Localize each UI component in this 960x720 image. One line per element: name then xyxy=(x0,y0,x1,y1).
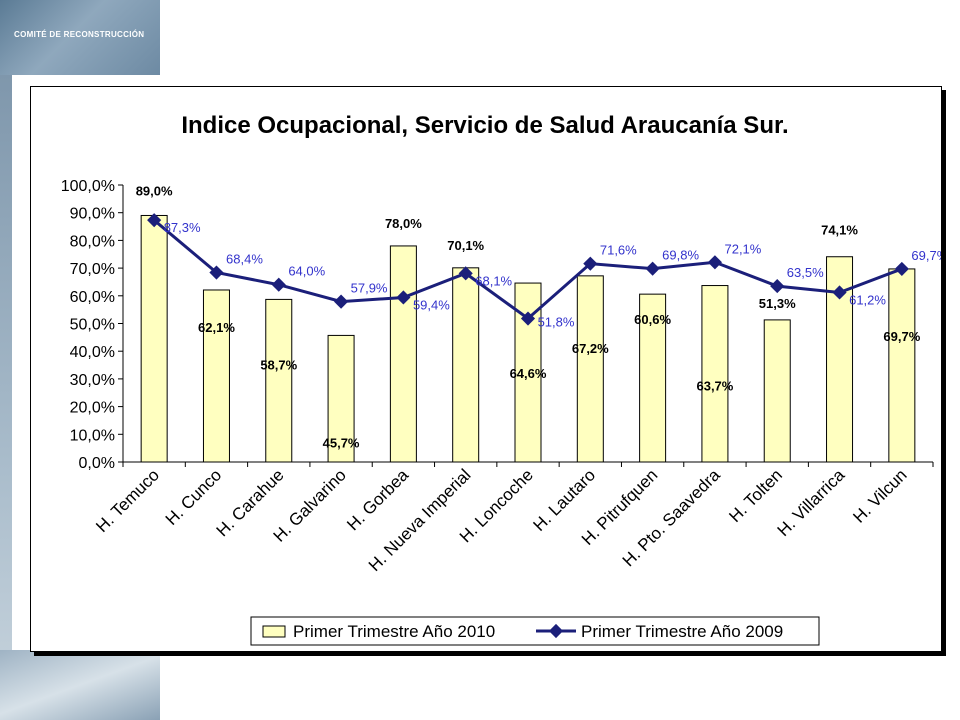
chart: Indice Ocupacional, Servicio de Salud Ar… xyxy=(61,112,941,646)
line-data-label: 69,8% xyxy=(662,248,699,263)
line-point xyxy=(583,256,598,271)
bar-data-label: 78,0% xyxy=(385,216,422,231)
line-point xyxy=(334,294,349,309)
axes: 0,0% 10,0% 20,0% 30,0% 40,0% 50,0% 60,0% 70,0% 8… xyxy=(61,178,934,575)
legend-bar-swatch xyxy=(262,625,286,638)
x-tick-label: H. Vilcun xyxy=(849,465,910,526)
line-point xyxy=(832,285,847,300)
y-tick-label: 20,0% xyxy=(70,400,115,417)
bar xyxy=(576,275,604,463)
line-data-label: 57,9% xyxy=(351,281,388,296)
x-tick-label: H. Cunco xyxy=(162,465,226,529)
legend-line-marker xyxy=(548,623,564,639)
bar xyxy=(763,319,791,463)
line-data-label: 63,5% xyxy=(787,265,824,280)
bar-data-label: 45,7% xyxy=(323,435,360,450)
line-point xyxy=(770,279,785,294)
header-background: COMITÉ DE RECONSTRUCCIÓN xyxy=(0,0,160,75)
data-labels: 89,0% 62,1% 58,7% 45,7% 78,0% 70,1% 64,6% 67,2%… xyxy=(136,183,941,450)
bar xyxy=(265,298,293,463)
bar xyxy=(888,268,916,463)
y-tick-label: 60,0% xyxy=(70,289,115,306)
legend-box xyxy=(250,616,820,646)
line-data-label: 59,4% xyxy=(413,297,450,312)
bar-data-label: 89,0% xyxy=(136,183,173,198)
chart-title: Indice Ocupacional, Servicio de Salud Ar… xyxy=(181,112,788,139)
bar-data-label: 58,7% xyxy=(260,357,297,372)
line-data-label: 61,2% xyxy=(849,292,886,307)
chart-frame: Indice Ocupacional, Servicio de Salud Ar… xyxy=(30,86,942,652)
bar-data-label: 67,2% xyxy=(572,341,609,356)
line-data-label: 69,7% xyxy=(911,248,941,263)
line-point xyxy=(147,213,162,228)
bar-data-label: 70,1% xyxy=(447,238,484,253)
y-tick-label: 40,0% xyxy=(70,344,115,361)
line-data-label: 87,3% xyxy=(164,220,201,235)
line-point xyxy=(894,261,909,277)
bar xyxy=(202,289,230,463)
legend-label-2010: Primer Trimestre Año 2010 xyxy=(293,622,495,641)
line-point xyxy=(645,261,660,276)
line-data-label: 64,0% xyxy=(288,264,325,279)
x-tick-label: H. Temuco xyxy=(92,465,163,536)
bar xyxy=(452,267,480,463)
org-label: COMITÉ DE RECONSTRUCCIÓN xyxy=(14,30,145,39)
line-point xyxy=(707,255,722,270)
x-tick-label: H. Villarrica xyxy=(774,465,849,540)
line-data-label: 68,4% xyxy=(226,252,263,267)
x-tick-label: H. Tolten xyxy=(725,465,786,526)
line-point xyxy=(209,265,224,280)
line-point xyxy=(520,311,536,326)
bottom-decorative-image xyxy=(0,650,160,720)
line-data-label: 68,1% xyxy=(475,273,512,288)
legend-label-2009: Primer Trimestre Año 2009 xyxy=(581,622,783,641)
bar-data-label: 64,6% xyxy=(510,366,547,381)
y-tick-label: 70,0% xyxy=(70,261,115,278)
y-tick-label: 50,0% xyxy=(70,317,115,334)
bar-data-label: 74,1% xyxy=(821,223,858,238)
bar-data-label: 63,7% xyxy=(696,379,733,394)
y-tick-label: 10,0% xyxy=(70,427,115,444)
bar xyxy=(701,285,729,463)
bar xyxy=(140,214,168,463)
y-tick-label: 90,0% xyxy=(70,206,115,223)
bar xyxy=(327,334,355,463)
y-tick-label: 0,0% xyxy=(79,455,115,472)
line-point xyxy=(458,266,473,281)
line-point xyxy=(271,277,286,292)
bar-data-label: 60,6% xyxy=(634,312,671,327)
legend: Primer Trimestre Año 2010 Primer Trimestr… xyxy=(250,616,820,646)
y-tick-label: 100,0% xyxy=(61,178,115,195)
bar-data-label: 69,7% xyxy=(883,329,920,344)
line-point xyxy=(396,290,411,305)
line-data-label: 71,6% xyxy=(600,243,637,258)
bar-data-label: 62,1% xyxy=(198,320,235,335)
bar-series xyxy=(140,214,916,463)
left-decorative-bar xyxy=(0,75,12,720)
bar xyxy=(389,245,417,463)
bar-data-label: 51,3% xyxy=(759,296,796,311)
y-tick-label: 30,0% xyxy=(70,372,115,389)
line-data-label: 51,8% xyxy=(538,315,575,330)
line-series xyxy=(147,213,909,326)
bar xyxy=(639,293,667,463)
line-data-label: 72,1% xyxy=(724,241,761,256)
y-tick-label: 80,0% xyxy=(70,233,115,250)
